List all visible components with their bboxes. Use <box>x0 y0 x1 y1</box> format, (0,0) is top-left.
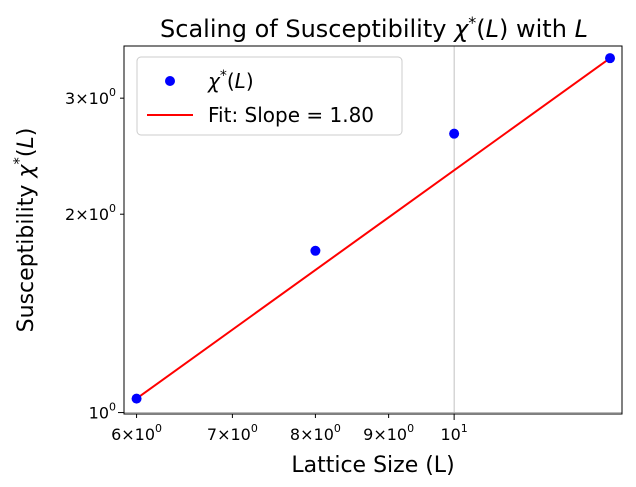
data-point <box>605 53 616 64</box>
y-tick-label: 3×100 <box>65 86 116 108</box>
x-axis: 6×100 7×100 8×100 9×100 101 <box>111 414 468 444</box>
x-tick-label: 6×100 <box>111 422 162 444</box>
data-point <box>449 128 460 139</box>
x-tick-label: 8×100 <box>290 422 341 444</box>
x-tick-label: 9×100 <box>363 422 414 444</box>
legend-label-scatter: χ*(L) <box>207 68 254 93</box>
plot-frame <box>123 45 623 415</box>
grid <box>124 46 622 414</box>
x-axis-label: Lattice Size (L) <box>291 453 454 478</box>
legend-label-fit: Fit: Slope = 1.80 <box>208 103 374 127</box>
y-tick-label: 100 <box>89 401 116 423</box>
chart-title: Scaling of Susceptibility χ*(L) with L <box>160 13 588 43</box>
data-point <box>310 245 321 256</box>
legend-marker-scatter <box>165 76 175 86</box>
data-marks <box>131 53 616 404</box>
x-tick-label: 101 <box>440 422 467 444</box>
y-axis-label: Susceptibility χ*(L) <box>10 128 39 333</box>
legend: χ*(L) Fit: Slope = 1.80 <box>136 56 403 136</box>
y-axis: 100 2×100 3×100 <box>65 86 124 423</box>
fit-line <box>135 57 611 400</box>
y-tick-label: 2×100 <box>65 202 116 224</box>
data-point <box>131 393 142 404</box>
x-tick-label: 7×100 <box>207 422 258 444</box>
legend-box <box>136 56 403 136</box>
